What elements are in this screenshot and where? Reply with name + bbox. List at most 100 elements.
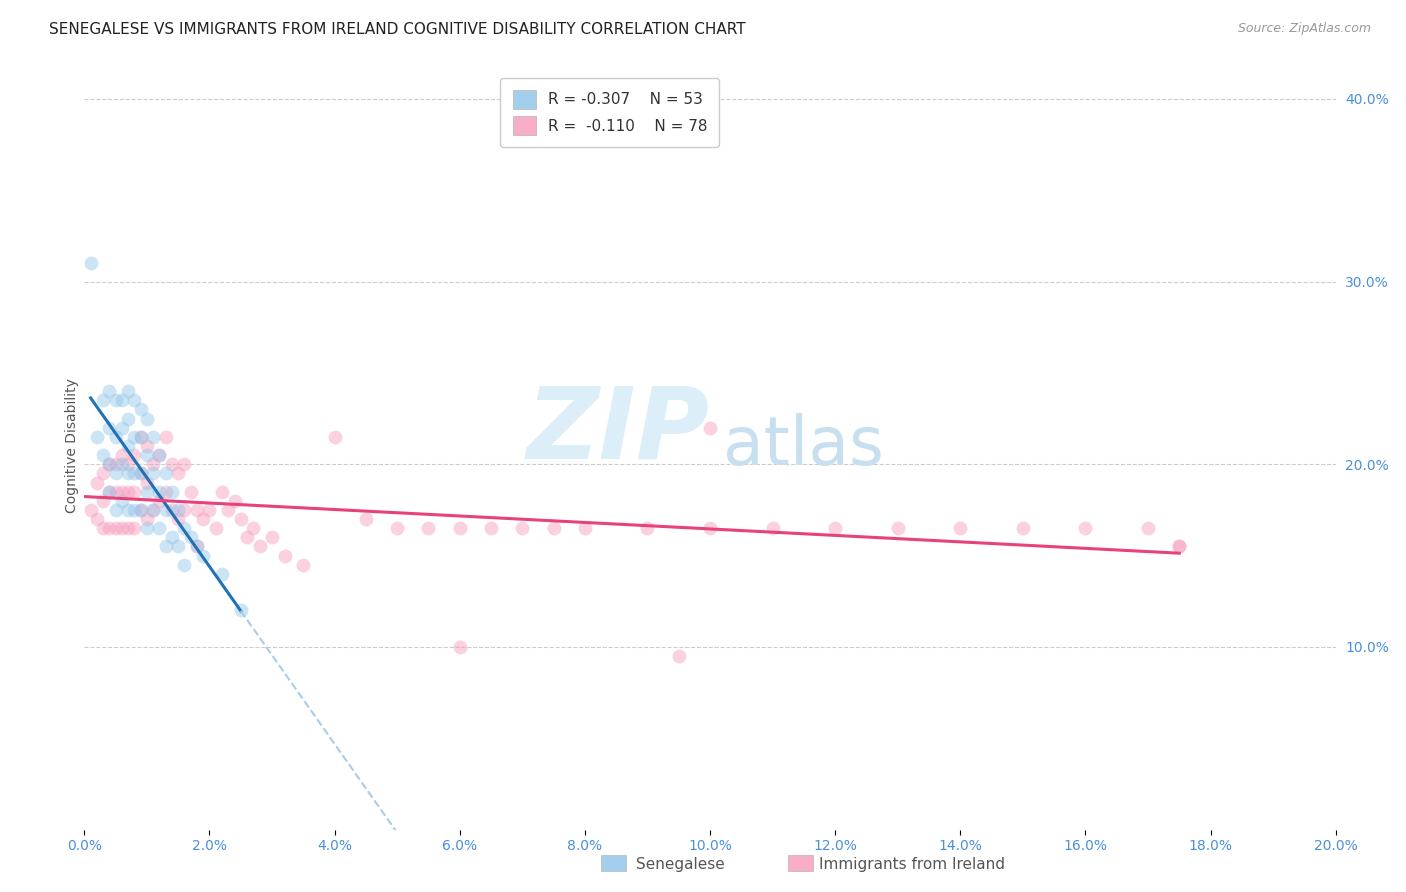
Point — [124, 503, 146, 517]
Point — [148, 484, 170, 499]
Point — [193, 549, 215, 563]
Point — [104, 457, 127, 471]
Point — [148, 448, 170, 462]
Point — [91, 393, 114, 408]
Point — [129, 430, 152, 444]
Point — [104, 503, 127, 517]
Point — [229, 512, 252, 526]
Point — [543, 521, 565, 535]
Point — [124, 393, 146, 408]
Point — [136, 484, 159, 499]
Point — [91, 493, 114, 508]
Point — [229, 603, 252, 617]
Point — [418, 521, 440, 535]
Text: ZIP: ZIP — [527, 382, 710, 479]
Point — [124, 430, 146, 444]
Point — [129, 503, 152, 517]
Point — [217, 503, 239, 517]
Point — [136, 439, 159, 453]
Point — [167, 540, 190, 554]
Point — [104, 521, 127, 535]
Text: atlas: atlas — [723, 413, 883, 479]
Point — [354, 512, 377, 526]
Point — [117, 384, 139, 399]
Point — [117, 484, 139, 499]
Point — [449, 640, 471, 654]
Point — [129, 402, 152, 417]
Point — [91, 467, 114, 481]
Point — [198, 503, 221, 517]
Point — [385, 521, 409, 535]
Point — [136, 512, 159, 526]
Point — [129, 467, 152, 481]
Point — [129, 430, 152, 444]
Point — [211, 566, 233, 581]
Point — [142, 457, 165, 471]
Point — [117, 439, 139, 453]
Point — [173, 457, 195, 471]
Point — [699, 521, 721, 535]
Point — [167, 503, 190, 517]
Point — [155, 503, 177, 517]
Point — [98, 484, 121, 499]
Point — [98, 457, 121, 471]
Point — [79, 503, 101, 517]
Point — [117, 411, 139, 425]
Point — [136, 448, 159, 462]
Legend: R = -0.307    N = 53, R =  -0.110    N = 78: R = -0.307 N = 53, R = -0.110 N = 78 — [501, 78, 720, 147]
Point — [242, 521, 264, 535]
Point — [186, 540, 208, 554]
Point — [173, 521, 195, 535]
Point — [323, 430, 346, 444]
Point — [124, 521, 146, 535]
Point — [104, 467, 127, 481]
Point — [136, 411, 159, 425]
Point — [167, 512, 190, 526]
Point — [124, 448, 146, 462]
Point — [86, 512, 108, 526]
Text: Immigrants from Ireland: Immigrants from Ireland — [818, 857, 1005, 872]
Point — [142, 430, 165, 444]
Point — [148, 521, 170, 535]
Point — [86, 475, 108, 490]
Point — [117, 503, 139, 517]
Point — [224, 493, 246, 508]
Point — [249, 540, 271, 554]
Point — [91, 448, 114, 462]
Point — [124, 484, 146, 499]
Point — [180, 484, 202, 499]
Point — [142, 503, 165, 517]
Point — [136, 475, 159, 490]
Point — [111, 484, 134, 499]
Point — [762, 521, 785, 535]
Point — [160, 503, 183, 517]
Point — [148, 448, 170, 462]
Point — [117, 457, 139, 471]
Point — [949, 521, 972, 535]
Point — [129, 467, 152, 481]
Point — [98, 521, 121, 535]
Point — [104, 430, 127, 444]
Point — [173, 558, 195, 572]
Point — [574, 521, 596, 535]
Point — [111, 521, 134, 535]
Point — [173, 503, 195, 517]
Point — [512, 521, 534, 535]
Point — [136, 521, 159, 535]
Point — [155, 484, 177, 499]
Y-axis label: Cognitive Disability: Cognitive Disability — [65, 378, 79, 514]
Point — [160, 530, 183, 544]
Point — [1168, 540, 1191, 554]
Point — [98, 384, 121, 399]
Point — [193, 512, 215, 526]
Point — [186, 540, 208, 554]
Point — [479, 521, 502, 535]
Point — [1168, 540, 1191, 554]
Point — [111, 421, 134, 435]
Point — [111, 493, 134, 508]
Point — [668, 648, 690, 663]
Point — [180, 530, 202, 544]
Point — [155, 467, 177, 481]
Point — [449, 521, 471, 535]
Point — [887, 521, 910, 535]
